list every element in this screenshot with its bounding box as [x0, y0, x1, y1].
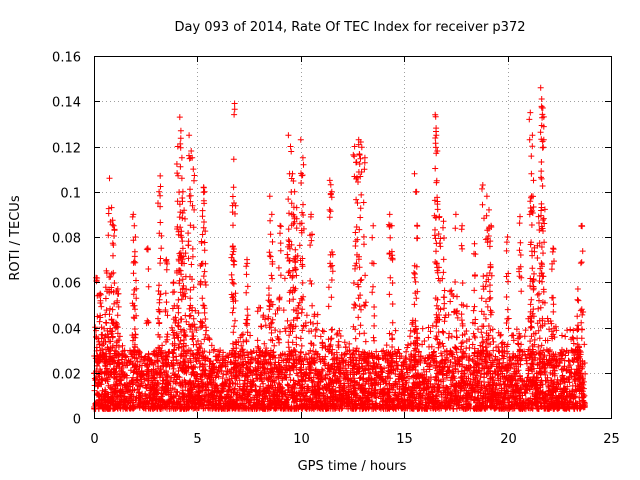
data-point — [319, 327, 326, 334]
data-point — [274, 307, 281, 313]
data-point — [409, 321, 416, 328]
data-point — [223, 371, 230, 378]
data-point — [317, 333, 324, 340]
data-point — [240, 331, 246, 338]
data-point — [238, 342, 245, 349]
data-point — [438, 350, 444, 357]
data-point — [425, 334, 432, 341]
data-point — [392, 371, 399, 377]
data-point — [463, 328, 470, 334]
data-point — [425, 324, 432, 331]
data-points — [91, 84, 589, 412]
data-point — [175, 368, 182, 374]
data-point — [458, 373, 465, 380]
data-point — [275, 335, 282, 342]
data-point — [272, 310, 279, 317]
data-point — [556, 353, 563, 359]
data-point — [566, 379, 573, 386]
data-point — [275, 380, 282, 387]
data-point — [489, 335, 496, 342]
data-point — [454, 293, 460, 300]
data-point — [407, 333, 413, 340]
data-point — [119, 342, 126, 349]
data-point — [559, 346, 565, 353]
data-point — [475, 326, 481, 333]
data-point — [429, 322, 436, 329]
data-point — [271, 342, 278, 349]
data-point — [265, 313, 272, 320]
data-point — [448, 333, 455, 340]
data-point — [208, 342, 215, 349]
data-point — [286, 332, 293, 339]
data-point — [346, 340, 353, 347]
data-point — [118, 367, 124, 374]
data-point — [419, 341, 426, 348]
data-point — [523, 357, 530, 364]
data-point — [447, 298, 454, 305]
data-point — [195, 310, 202, 316]
data-point — [170, 357, 177, 364]
data-point — [510, 337, 517, 344]
data-point — [559, 332, 565, 339]
data-point — [326, 375, 333, 382]
data-point — [490, 338, 497, 345]
data-point — [176, 374, 183, 381]
data-point — [193, 327, 200, 334]
data-point — [522, 352, 529, 359]
data-point — [159, 342, 166, 349]
data-point — [110, 381, 117, 388]
data-point — [247, 332, 254, 339]
data-point — [262, 322, 269, 329]
data-point — [513, 326, 520, 333]
data-point — [498, 340, 505, 347]
data-point — [565, 357, 572, 364]
data-point — [529, 390, 536, 397]
data-point — [440, 329, 447, 336]
data-point — [482, 315, 489, 322]
data-point — [564, 327, 571, 334]
chart-title: Day 093 of 2014, Rate Of TEC Index for r… — [175, 20, 526, 35]
data-point — [183, 318, 190, 325]
data-point — [260, 380, 267, 387]
data-point — [415, 349, 422, 356]
data-point — [328, 335, 335, 342]
data-point — [463, 338, 470, 344]
data-point — [302, 351, 309, 358]
data-point — [220, 371, 227, 378]
